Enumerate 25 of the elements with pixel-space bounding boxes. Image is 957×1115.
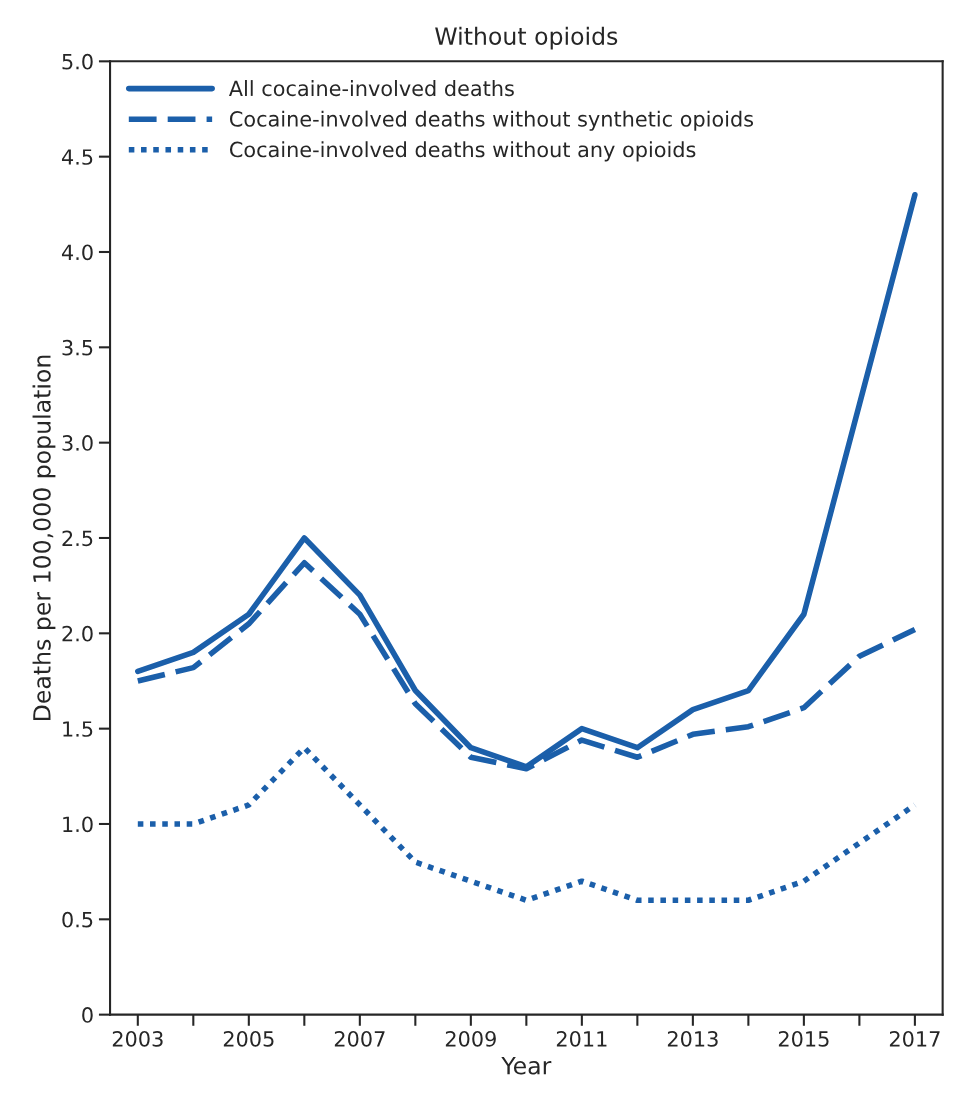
y-tick-label: 2.0 (62, 625, 93, 642)
legend-label: Cocaine-involved deaths without synthetic opioids (229, 110, 754, 131)
y-tick-label: 3.0 (62, 435, 93, 451)
legend-label: Cocaine-involved deaths without any opioids (229, 141, 696, 162)
x-tick-label: 2017 (889, 1030, 940, 1047)
x-tick-label: 2009 (445, 1030, 496, 1047)
y-tick-label: 0 (82, 1007, 93, 1023)
y-tick-label: 3.5 (62, 339, 93, 356)
x-tick-label: 2003 (112, 1030, 163, 1047)
y-tick-label: 4.5 (61, 149, 93, 165)
x-tick-label: 2005 (223, 1030, 274, 1047)
y-tick-label: 5.0 (62, 53, 93, 70)
y-tick-label: 0.5 (62, 911, 93, 928)
y-axis-title: Deaths per 100,000 population (32, 355, 56, 721)
y-tick-label: 4.0 (61, 244, 93, 261)
x-tick-label: 2015 (778, 1030, 829, 1047)
y-tick-label: 1.0 (63, 816, 93, 833)
x-axis-title: Year (501, 1057, 552, 1075)
x-tick-label: 2011 (556, 1030, 607, 1047)
x-tick-label: 2013 (667, 1030, 718, 1047)
legend-label: All cocaine-involved deaths (228, 80, 514, 97)
y-tick-label: 2.5 (62, 530, 93, 547)
y-tick-label: 1.5 (63, 721, 93, 737)
x-tick-label: 2007 (334, 1030, 385, 1047)
chart-title: Without opioids (435, 26, 618, 50)
